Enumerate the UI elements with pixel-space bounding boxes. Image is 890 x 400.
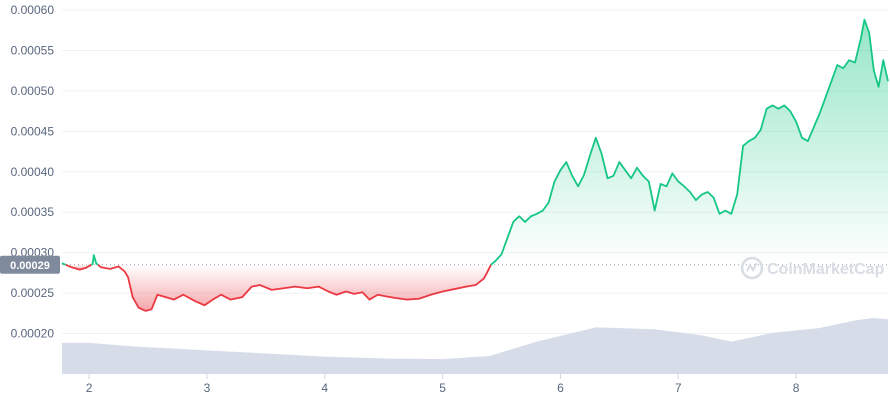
price-fill-below [98,264,491,311]
price-line-up [90,254,99,266]
x-tick-label: 2 [86,381,93,395]
price-fill-below [65,264,92,270]
y-tick-label: 0.00035 [11,205,55,219]
y-tick-label: 0.00055 [11,43,55,57]
x-tick-label: 7 [675,381,682,395]
price-line-up [61,262,67,266]
y-tick-label: 0.00025 [11,286,55,300]
price-line-down [97,264,492,312]
x-tick-label: 5 [439,381,446,395]
price-line-down [65,263,92,271]
y-tick-label: 0.00050 [11,84,55,98]
reference-badge-label: 0.00029 [10,260,50,272]
x-axis-ticks: 2 3 4 5 6 7 8 [86,374,800,395]
y-tick-label: 0.00020 [11,327,55,341]
grid-lines [62,9,888,335]
price-fill-above [490,19,888,265]
y-tick-label: 0.00045 [11,124,55,138]
watermark-text: CoinMarketCap [767,261,885,278]
x-tick-label: 4 [321,381,328,395]
volume-area [62,318,888,374]
y-tick-label: 0.00060 [11,3,55,17]
volume-bar-area [62,318,888,374]
y-axis-ticks: 0.00060 0.00055 0.00050 0.00045 0.00040 0.000… [11,3,55,341]
y-tick-label: 0.00040 [11,165,55,179]
x-tick-label: 6 [557,381,564,395]
reference-badge-bg [0,255,60,274]
reference-badge: 0.00029 [0,255,60,274]
x-tick-label: 8 [793,381,800,395]
price-line [61,18,889,312]
x-tick-label: 3 [204,381,211,395]
price-area-fill [62,19,888,311]
coinmarketcap-logo-icon [740,256,764,280]
price-line-up [490,18,889,266]
watermark: CoinMarketCap [740,256,885,280]
